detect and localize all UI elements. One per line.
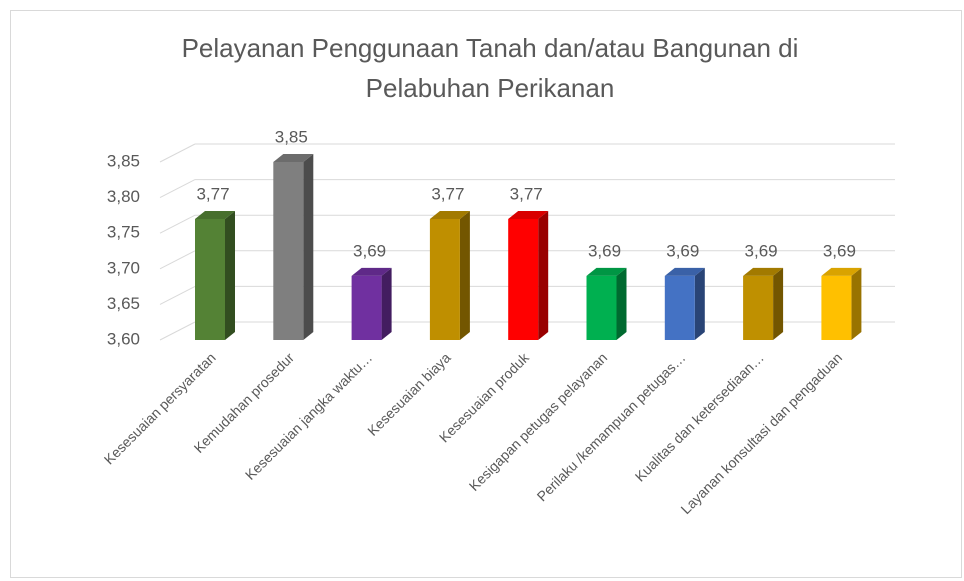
bar-top bbox=[586, 267, 627, 276]
bar bbox=[351, 275, 382, 340]
bar bbox=[429, 218, 460, 340]
value-label: 3,77 bbox=[510, 184, 543, 203]
value-label: 3,69 bbox=[588, 241, 621, 260]
value-label: 3,77 bbox=[431, 184, 464, 203]
grid-line-side bbox=[159, 179, 196, 199]
value-label: 3,69 bbox=[745, 241, 778, 260]
bar-top bbox=[273, 154, 314, 162]
bar-top bbox=[664, 267, 705, 276]
grid-line-side bbox=[159, 250, 196, 270]
value-label: 3,69 bbox=[666, 241, 699, 260]
bar bbox=[821, 275, 852, 340]
value-label: 3,77 bbox=[196, 184, 229, 203]
bar bbox=[273, 162, 304, 340]
value-label: 3,85 bbox=[275, 127, 308, 146]
bar-side bbox=[381, 267, 392, 340]
y-tick-label: 3,85 bbox=[107, 151, 140, 170]
bar-side bbox=[225, 210, 235, 340]
bar-top bbox=[195, 210, 235, 219]
bar-top bbox=[429, 210, 470, 219]
grid-line-side bbox=[159, 143, 196, 163]
grid-line-side bbox=[159, 214, 196, 234]
bar-top bbox=[351, 267, 392, 276]
chart-title: Pelayanan Penggunaan Tanah dan/atau Bang… bbox=[182, 33, 799, 103]
bar-side bbox=[459, 210, 470, 340]
y-tick-label: 3,60 bbox=[107, 329, 140, 348]
bar-top bbox=[508, 210, 549, 219]
y-tick-label: 3,65 bbox=[107, 294, 140, 313]
bar-top bbox=[743, 267, 784, 276]
bar-side bbox=[851, 267, 862, 340]
bar-side bbox=[694, 267, 705, 340]
bar bbox=[195, 218, 225, 340]
y-tick-label: 3,75 bbox=[107, 223, 140, 242]
grid-line-side bbox=[159, 321, 196, 341]
bar-side bbox=[538, 210, 549, 340]
value-label: 3,69 bbox=[353, 241, 386, 260]
bar bbox=[508, 218, 539, 340]
bar-side bbox=[773, 267, 784, 340]
chart-frame bbox=[10, 10, 962, 578]
bar bbox=[743, 275, 774, 340]
bar bbox=[586, 275, 617, 340]
bar-top bbox=[821, 267, 862, 276]
bar-side bbox=[616, 267, 627, 340]
bar-side bbox=[303, 154, 314, 340]
y-tick-label: 3,70 bbox=[107, 258, 140, 277]
value-label: 3,69 bbox=[823, 241, 856, 260]
grid-line-side bbox=[159, 285, 196, 305]
y-tick-label: 3,80 bbox=[107, 187, 140, 206]
bar bbox=[664, 275, 695, 340]
